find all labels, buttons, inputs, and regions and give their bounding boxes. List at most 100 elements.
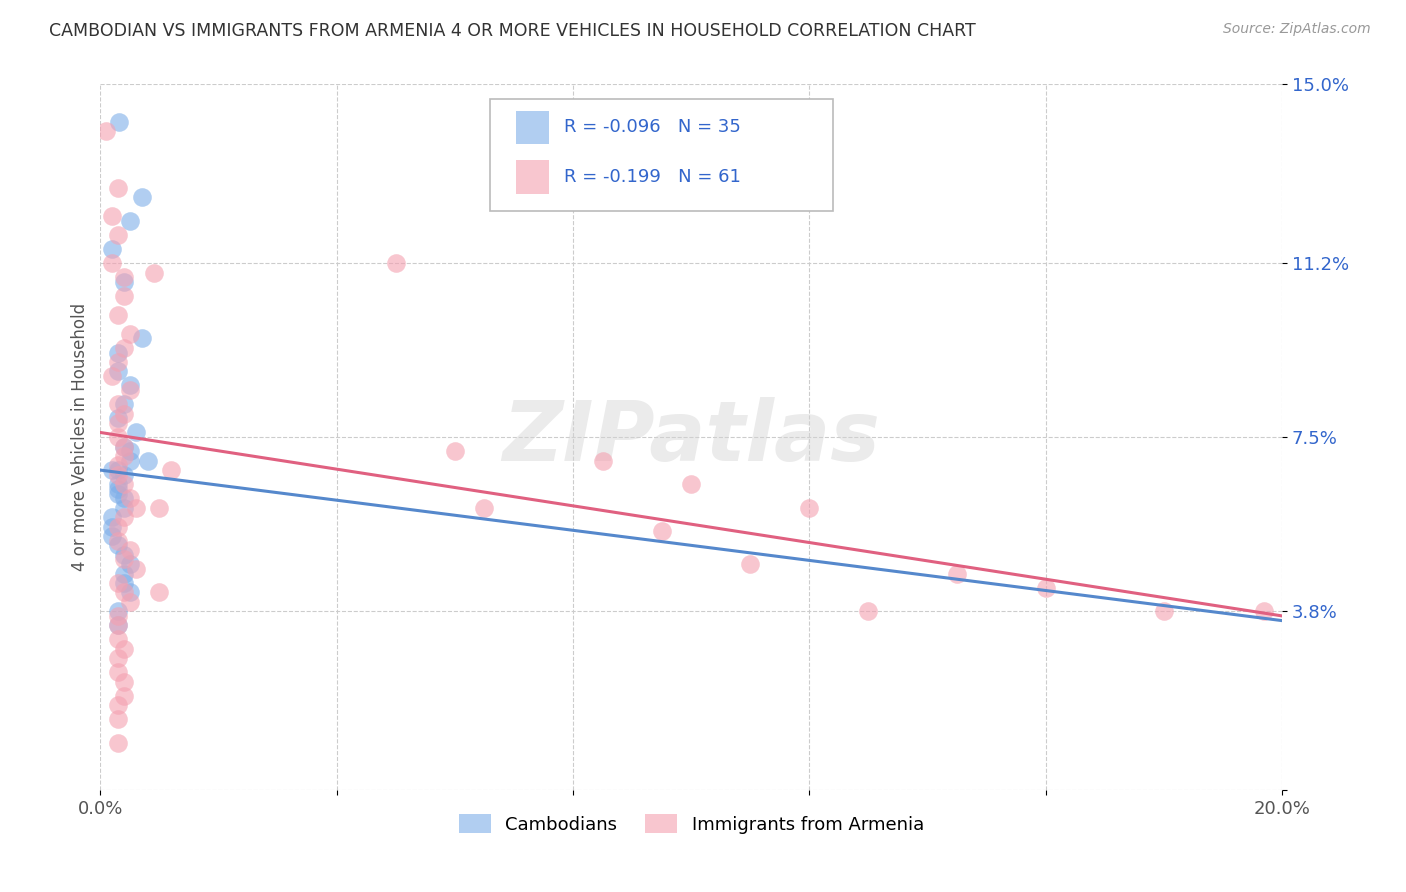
Point (118, 383, 141, 397)
Point (107, 467, 129, 482)
Point (112, 641, 135, 656)
Point (799, 500, 821, 515)
Point (112, 566, 135, 581)
Point (112, 674, 135, 689)
Point (112, 341, 135, 355)
Point (107, 411, 129, 425)
Point (107, 477, 129, 491)
Point (101, 510, 124, 524)
Point (112, 491, 135, 506)
Point (101, 519, 124, 533)
Point (131, 331, 153, 345)
Point (107, 604, 129, 618)
Point (112, 500, 135, 515)
Point (107, 308, 129, 322)
Point (107, 416, 129, 430)
Point (1153, 604, 1175, 618)
Text: R = -0.199   N = 61: R = -0.199 N = 61 (564, 168, 741, 186)
Point (108, 115, 131, 129)
Point (112, 477, 135, 491)
Point (112, 270, 135, 285)
Point (148, 585, 170, 599)
Point (107, 576, 129, 591)
Point (112, 440, 135, 454)
Point (946, 566, 969, 581)
Point (107, 632, 129, 647)
Text: ZIPatlas: ZIPatlas (502, 397, 880, 478)
Point (112, 576, 135, 591)
Point (107, 463, 129, 477)
Point (118, 595, 141, 609)
Point (101, 242, 124, 256)
Point (1035, 581, 1057, 595)
Point (112, 275, 135, 289)
Point (101, 529, 124, 543)
Point (160, 463, 183, 477)
Point (107, 364, 129, 378)
Point (107, 397, 129, 411)
Point (740, 557, 762, 571)
Point (136, 453, 159, 467)
Point (112, 552, 135, 566)
Point (131, 190, 153, 204)
Point (107, 608, 129, 623)
Point (118, 543, 141, 558)
Text: Source: ZipAtlas.com: Source: ZipAtlas.com (1223, 22, 1371, 37)
Point (142, 266, 165, 280)
Point (101, 256, 124, 270)
Point (107, 482, 129, 496)
Legend: Cambodians, Immigrants from Armenia: Cambodians, Immigrants from Armenia (458, 814, 924, 834)
Point (118, 491, 141, 506)
Point (651, 524, 673, 539)
Point (118, 444, 141, 458)
Point (112, 510, 135, 524)
Point (112, 689, 135, 703)
Point (107, 181, 129, 195)
FancyBboxPatch shape (516, 111, 550, 145)
Point (112, 289, 135, 303)
Point (125, 562, 148, 576)
Point (107, 355, 129, 369)
Point (858, 604, 880, 618)
Point (107, 430, 129, 444)
Point (118, 557, 141, 571)
Point (681, 477, 703, 491)
Point (125, 425, 148, 440)
FancyBboxPatch shape (516, 160, 550, 194)
Point (107, 227, 129, 242)
Point (112, 585, 135, 599)
FancyBboxPatch shape (491, 98, 832, 211)
Point (112, 548, 135, 562)
Point (112, 449, 135, 463)
Point (592, 453, 614, 467)
Point (107, 458, 129, 473)
Point (107, 651, 129, 665)
Point (118, 378, 141, 392)
Point (107, 538, 129, 552)
Point (118, 585, 141, 599)
Point (112, 467, 135, 482)
Point (107, 618, 129, 632)
Y-axis label: 4 or more Vehicles in Household: 4 or more Vehicles in Household (72, 303, 89, 571)
Point (443, 444, 465, 458)
Point (148, 500, 170, 515)
Point (474, 500, 496, 515)
Point (107, 698, 129, 713)
Point (107, 533, 129, 548)
Point (1253, 604, 1275, 618)
Text: R = -0.096   N = 35: R = -0.096 N = 35 (564, 119, 741, 136)
Point (112, 397, 135, 411)
Point (107, 736, 129, 750)
Point (118, 326, 141, 341)
Point (107, 665, 129, 680)
Point (96, 124, 118, 138)
Point (107, 345, 129, 359)
Point (107, 712, 129, 726)
Point (101, 369, 124, 384)
Point (107, 486, 129, 500)
Point (118, 214, 141, 228)
Point (118, 453, 141, 467)
Point (107, 519, 129, 533)
Point (125, 500, 148, 515)
Point (101, 209, 124, 223)
